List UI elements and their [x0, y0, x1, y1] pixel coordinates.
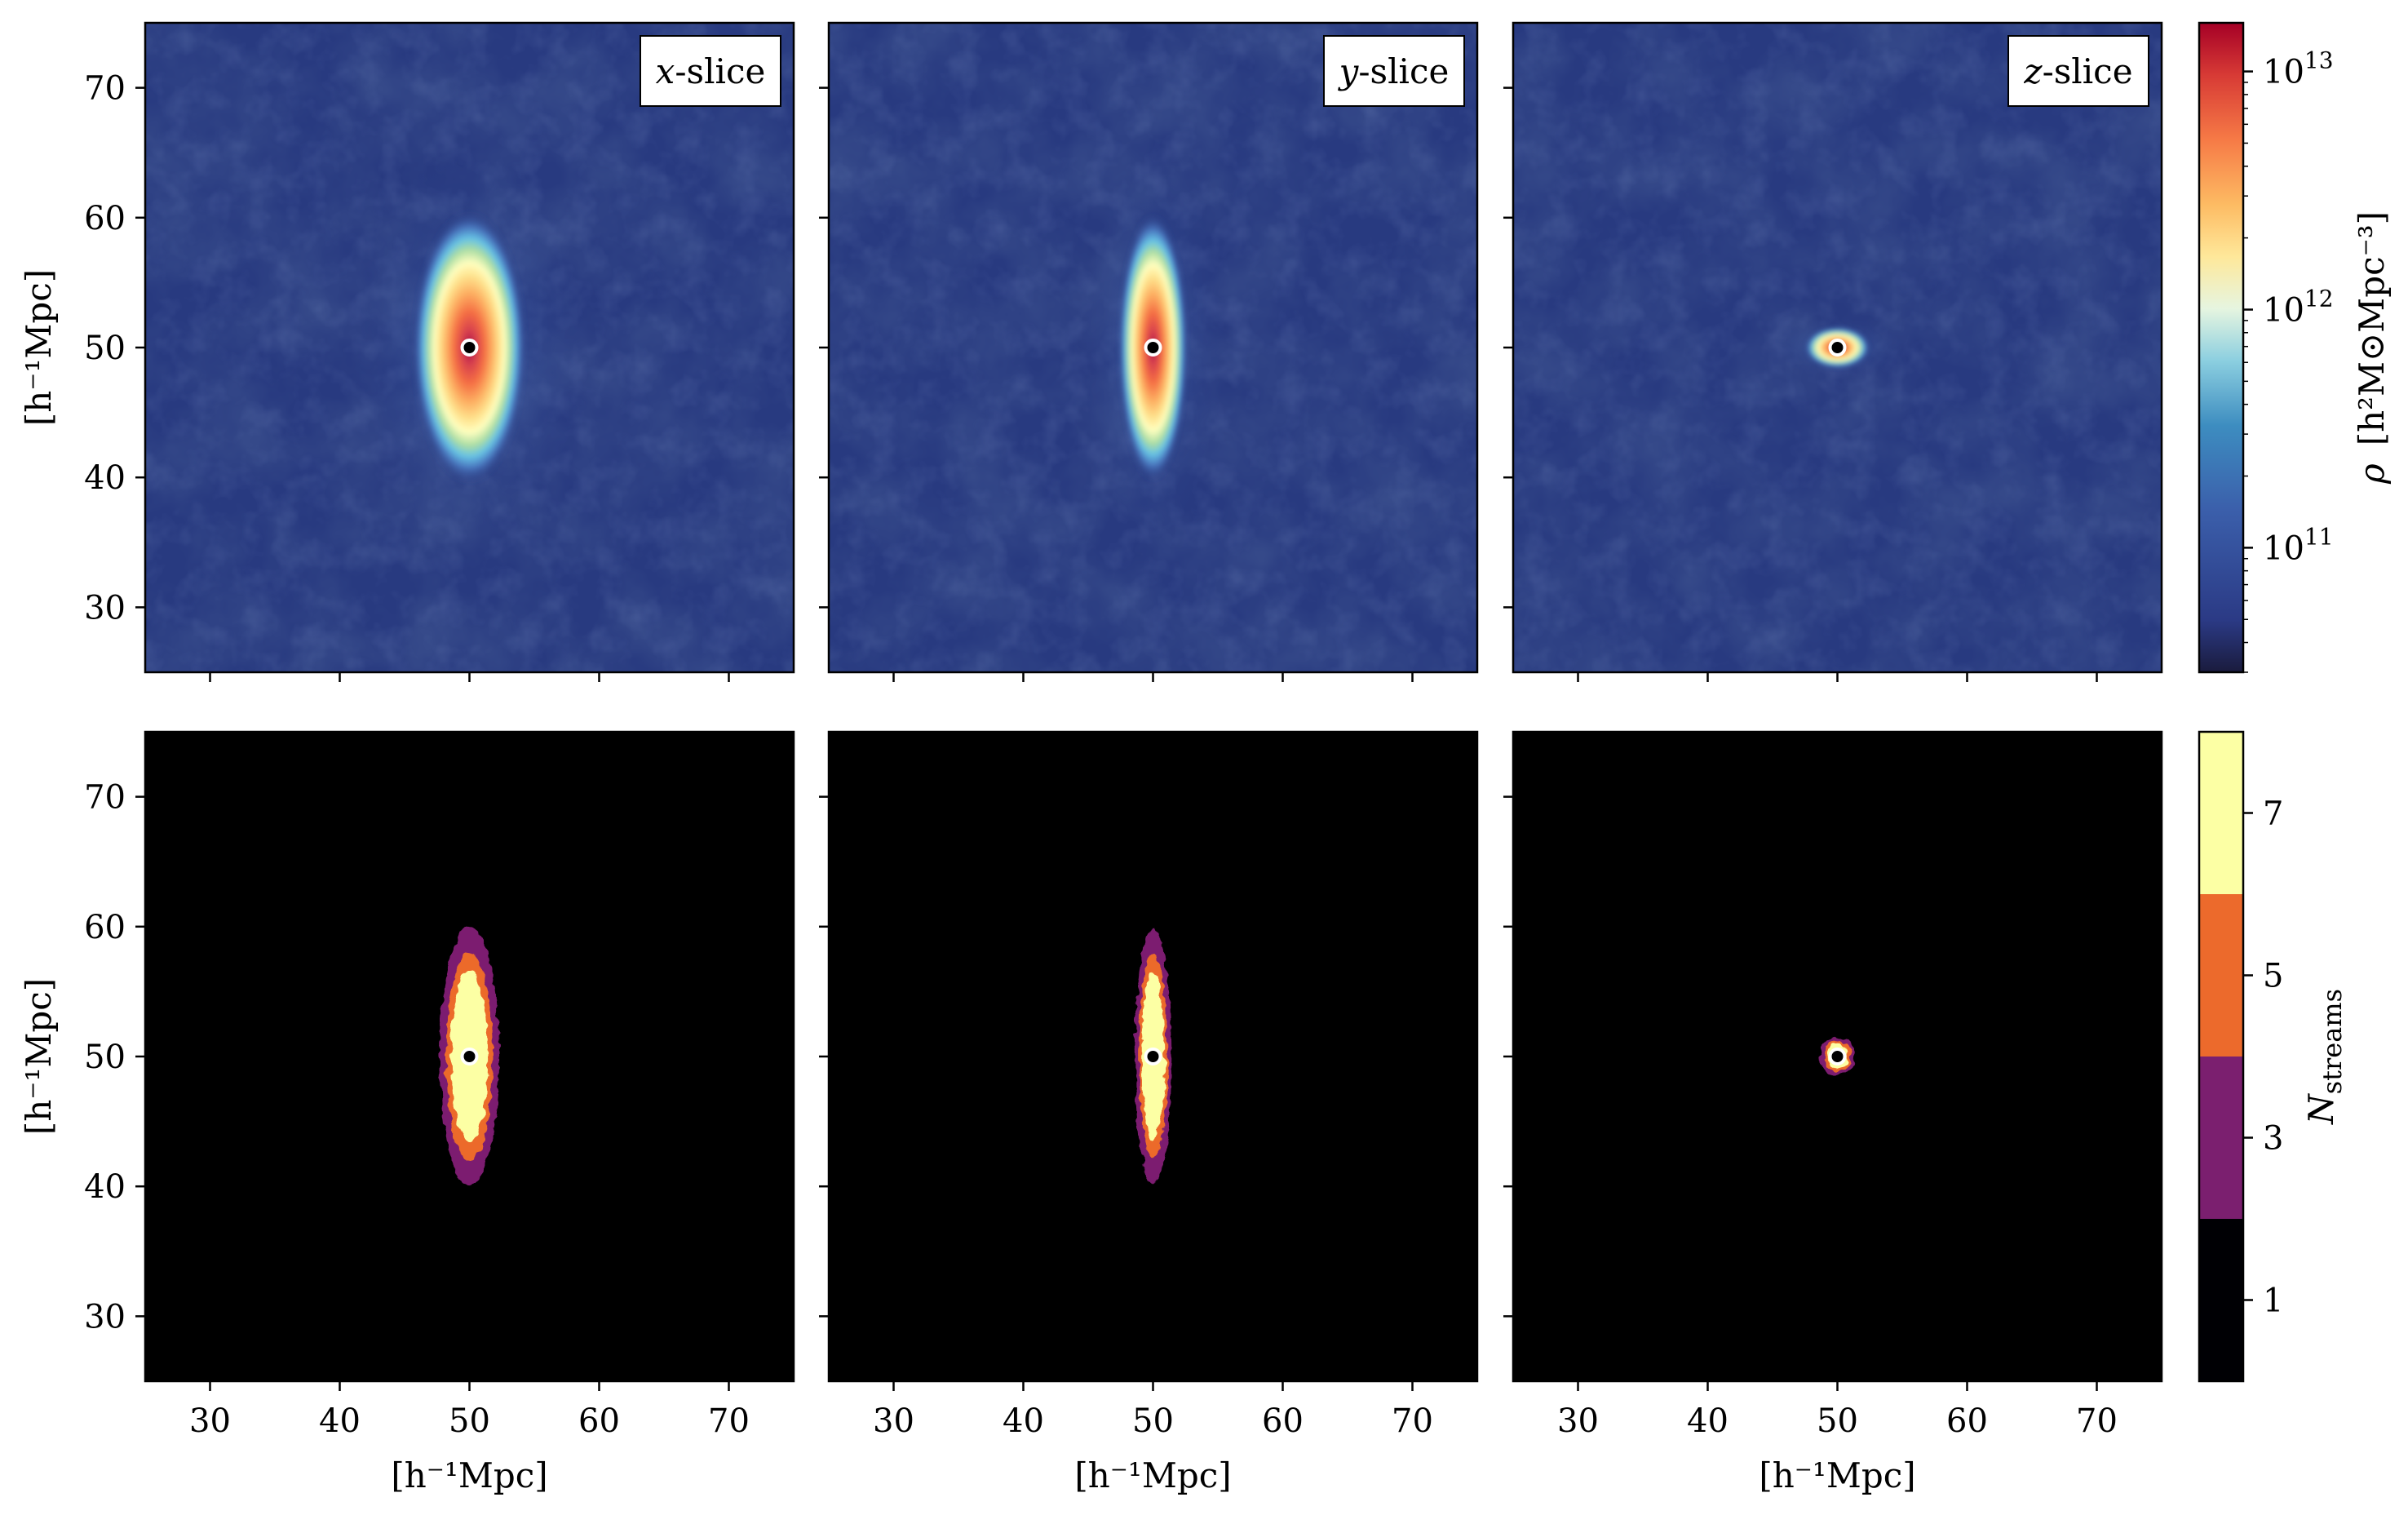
slice-label: x-slice	[656, 51, 766, 91]
y-tick-label: 40	[84, 1168, 126, 1206]
slice-label: y-slice	[1338, 51, 1450, 91]
streams-colorbar-tick-label: 7	[2263, 795, 2283, 833]
x-tick-label: 50	[1817, 1402, 1858, 1440]
x-axis-label: [h⁻¹Mpc]	[1074, 1455, 1231, 1495]
x-tick-label: 50	[449, 1402, 490, 1440]
x-tick-label: 30	[1557, 1402, 1599, 1440]
density-colorbar-tick-label: 1012	[2263, 285, 2334, 329]
y-tick-label: 50	[84, 1039, 126, 1076]
y-tick-label: 70	[84, 779, 126, 817]
y-tick-label: 70	[84, 70, 126, 108]
center-marker	[1828, 1048, 1847, 1065]
center-marker	[1144, 339, 1162, 357]
x-tick-label: 60	[1946, 1402, 1988, 1440]
density-colorbar-tick-label: 1013	[2263, 47, 2334, 91]
slice-label-box	[1323, 35, 1465, 107]
panels-group	[145, 23, 2162, 1381]
slice-label-box	[640, 35, 781, 107]
y-tick-label: 60	[84, 909, 126, 946]
x-tick-label: 70	[708, 1402, 750, 1440]
slice-label-rest: -slice	[675, 51, 765, 91]
y-axis-label: [h⁻¹Mpc]	[19, 978, 59, 1135]
x-tick-label: 30	[189, 1402, 231, 1440]
center-marker	[460, 339, 479, 357]
colorbars-group: 1011 1012 1013 ρ[h²M⊙Mpc⁻³] 1 3 5 7 Nstreams	[2198, 21, 2392, 1383]
density-colorbar-frame	[2198, 21, 2245, 674]
density-colorbar-tick-label: 1011	[2263, 523, 2334, 567]
y-tick-label: 60	[84, 200, 126, 237]
y-tick-label: 30	[84, 589, 126, 627]
streams-colorbar-tick-label: 5	[2263, 958, 2283, 995]
density-colorbar-label: ρ[h²M⊙Mpc⁻³]	[2352, 211, 2392, 485]
streams-colorbar-tick-label: 3	[2263, 1120, 2283, 1158]
x-axis-label: [h⁻¹Mpc]	[391, 1455, 547, 1495]
y-tick-label: 40	[84, 459, 126, 497]
x-tick-label: 70	[1392, 1402, 1433, 1440]
center-marker	[1144, 1048, 1162, 1065]
x-tick-label: 40	[1687, 1402, 1729, 1440]
x-tick-label: 50	[1132, 1402, 1174, 1440]
panel-density-x-slice	[145, 23, 794, 672]
slice-label-box	[2007, 35, 2149, 107]
y-tick-label: 30	[84, 1298, 126, 1336]
center-marker	[1828, 339, 1847, 357]
slice-axis-letter: z	[2023, 51, 2043, 91]
panel-density-z-slice	[1513, 23, 2162, 672]
center-marker	[460, 1048, 479, 1065]
streams-colorbar-frame	[2198, 730, 2245, 1383]
streams-colorbar-segment	[2199, 1219, 2243, 1381]
streams-colorbar-segment	[2199, 1057, 2243, 1219]
panel-streams-y-slice	[829, 732, 1477, 1381]
streams-colorbar-segment	[2199, 732, 2243, 894]
x-tick-label: 40	[319, 1402, 361, 1440]
slice-label-rest: -slice	[2043, 51, 2133, 91]
streams-colorbar-tick-label: 1	[2263, 1282, 2283, 1320]
panel-streams-x-slice	[145, 732, 794, 1381]
y-tick-label: 50	[84, 330, 126, 367]
y-axis-label: [h⁻¹Mpc]	[19, 269, 59, 426]
x-tick-label: 40	[1003, 1402, 1044, 1440]
streams-colorbar-segment	[2199, 894, 2243, 1057]
density-colorbar	[2199, 23, 2243, 672]
slice-label: z-slice	[2023, 51, 2132, 91]
slice-axis-letter: y	[1338, 51, 1360, 91]
x-tick-label: 60	[1262, 1402, 1304, 1440]
slice-axis-letter: x	[656, 51, 675, 91]
panel-density-y-slice	[829, 23, 1477, 672]
slice-label-rest: -slice	[1358, 51, 1449, 91]
panel-streams-z-slice	[1513, 732, 2162, 1381]
x-tick-label: 70	[2076, 1402, 2118, 1440]
x-tick-label: 30	[873, 1402, 914, 1440]
x-tick-label: 60	[578, 1402, 620, 1440]
x-axis-label: [h⁻¹Mpc]	[1759, 1455, 1915, 1495]
streams-colorbar-label: Nstreams	[2301, 989, 2348, 1125]
